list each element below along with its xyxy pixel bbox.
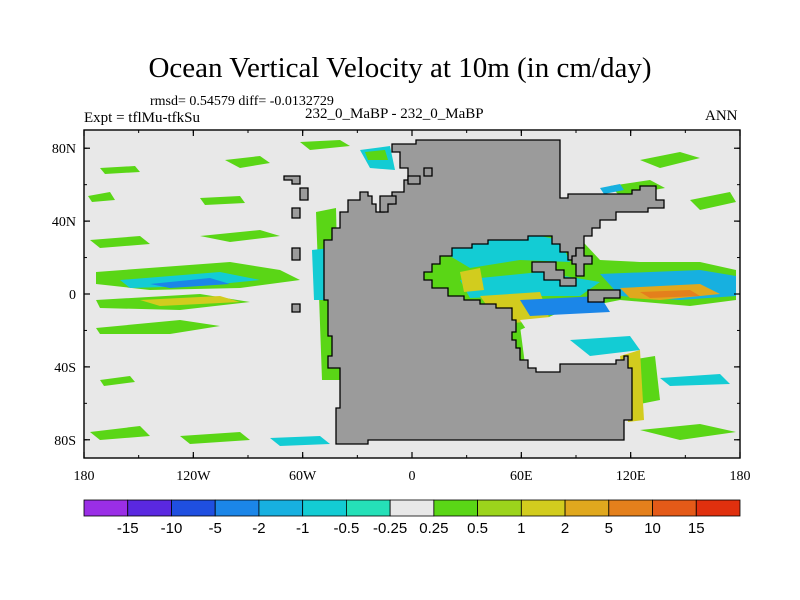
lon-axis: 180 120W 60W 0 60E 120E 180 bbox=[74, 130, 751, 484]
land-mass bbox=[423, 167, 433, 177]
land-mass bbox=[587, 289, 621, 303]
field-patch bbox=[640, 152, 700, 168]
field-patch bbox=[460, 268, 484, 292]
field-patch bbox=[90, 426, 150, 440]
colorbar-swatch bbox=[127, 499, 172, 517]
colorbar-swatch bbox=[433, 499, 479, 517]
lon-tick-label: 180 bbox=[74, 469, 95, 484]
colorbar-label: -1 bbox=[296, 520, 309, 537]
land-mass bbox=[299, 187, 309, 201]
land-mass bbox=[291, 247, 301, 261]
lat-tick-label: 80N bbox=[52, 142, 76, 157]
lon-tick-label: 120W bbox=[176, 469, 211, 484]
field-patch bbox=[520, 316, 580, 350]
land-mass bbox=[531, 261, 577, 287]
lat-axis: 80N 40N 0 40S 80S bbox=[52, 142, 740, 449]
land-mass bbox=[379, 195, 397, 213]
map-title: Ocean Vertical Velocity at 10m (in cm/da… bbox=[148, 52, 652, 84]
colorbar-label: -10 bbox=[161, 520, 183, 537]
land-mass bbox=[571, 247, 593, 277]
colorbar-swatch bbox=[171, 499, 216, 517]
colorbar-swatch bbox=[520, 499, 566, 517]
lon-tick-label: 120E bbox=[616, 469, 646, 484]
colorbar-swatch bbox=[652, 499, 697, 517]
colorbar-label: 2 bbox=[561, 520, 569, 537]
colorbar-label: 10 bbox=[644, 520, 661, 537]
colorbar-swatch bbox=[477, 499, 522, 517]
field-patch bbox=[300, 140, 350, 150]
field-patch bbox=[225, 156, 270, 168]
colorbar-label: -5 bbox=[209, 520, 222, 537]
colorbar-label: 0.5 bbox=[467, 520, 488, 537]
lat-tick-label: 0 bbox=[69, 288, 76, 303]
field-patch bbox=[440, 232, 570, 268]
field-patch bbox=[96, 320, 220, 334]
field-patch bbox=[610, 180, 665, 196]
land-masses bbox=[283, 139, 665, 445]
field-patch bbox=[100, 376, 135, 386]
land-mass bbox=[291, 207, 301, 219]
lon-tick-label: 0 bbox=[409, 469, 416, 484]
colorbar-swatch bbox=[345, 499, 391, 517]
colorbar-swatch bbox=[608, 499, 653, 517]
field-patch bbox=[570, 336, 640, 356]
land-mass bbox=[283, 175, 301, 185]
lat-tick-label: 40N bbox=[52, 215, 76, 230]
colorbar-label: -2 bbox=[252, 520, 265, 537]
colorbar-label: 5 bbox=[605, 520, 613, 537]
lon-tick-label: 60W bbox=[289, 469, 317, 484]
field-patch bbox=[200, 196, 245, 205]
experiment-label: Expt = tflMu-tfkSu bbox=[84, 110, 200, 126]
colorbar-swatch bbox=[389, 499, 435, 517]
field-patch bbox=[200, 230, 280, 242]
lon-tick-label: 180 bbox=[730, 469, 751, 484]
colorbar-label: 0.25 bbox=[419, 520, 448, 537]
field-patch bbox=[640, 424, 736, 440]
field-patch bbox=[140, 296, 240, 306]
colorbar-label: -0.25 bbox=[373, 520, 407, 537]
colorbar-label: -0.5 bbox=[333, 520, 359, 537]
field-patch bbox=[270, 436, 330, 446]
lat-tick-label: 40S bbox=[54, 361, 76, 376]
field-patch bbox=[180, 432, 250, 444]
colorbar-label: 15 bbox=[688, 520, 705, 537]
field-patch bbox=[150, 278, 230, 288]
colorbar-swatch bbox=[258, 499, 304, 517]
land-mass bbox=[407, 175, 421, 185]
lon-tick-label: 60E bbox=[510, 469, 533, 484]
colorbar-swatch bbox=[302, 499, 347, 517]
colorbar-swatch bbox=[83, 499, 129, 517]
field-patch bbox=[640, 290, 700, 298]
field-patch bbox=[100, 166, 140, 174]
colorbar-swatch bbox=[695, 499, 741, 517]
field-patch bbox=[90, 236, 150, 248]
colorbar: -15 -10 -5 -2 -1 -0.5 -0.25 0.25 0.5 1 2 5 10 15 bbox=[83, 499, 741, 537]
land-mass bbox=[323, 139, 665, 445]
stats-line: rmsd= 0.54579 diff= -0.0132729 bbox=[150, 94, 334, 109]
colorbar-swatch bbox=[564, 499, 610, 517]
case-label: 232_0_MaBP - 232_0_MaBP bbox=[305, 106, 484, 122]
season-label: ANN bbox=[705, 108, 738, 124]
field-patch bbox=[365, 150, 388, 160]
field-patch bbox=[660, 374, 730, 386]
colorbar-label: -15 bbox=[117, 520, 139, 537]
field-patch bbox=[690, 192, 736, 210]
colorbar-label: 1 bbox=[517, 520, 525, 537]
colorbar-swatch bbox=[214, 499, 260, 517]
lat-tick-label: 80S bbox=[54, 434, 76, 449]
field-patch bbox=[600, 184, 624, 194]
field-patch bbox=[88, 192, 115, 202]
map-panel: 80N 40N 0 40S 80S 180 120W 60W 0 60E 120E 180 bbox=[52, 129, 751, 484]
land-mass bbox=[291, 303, 301, 313]
